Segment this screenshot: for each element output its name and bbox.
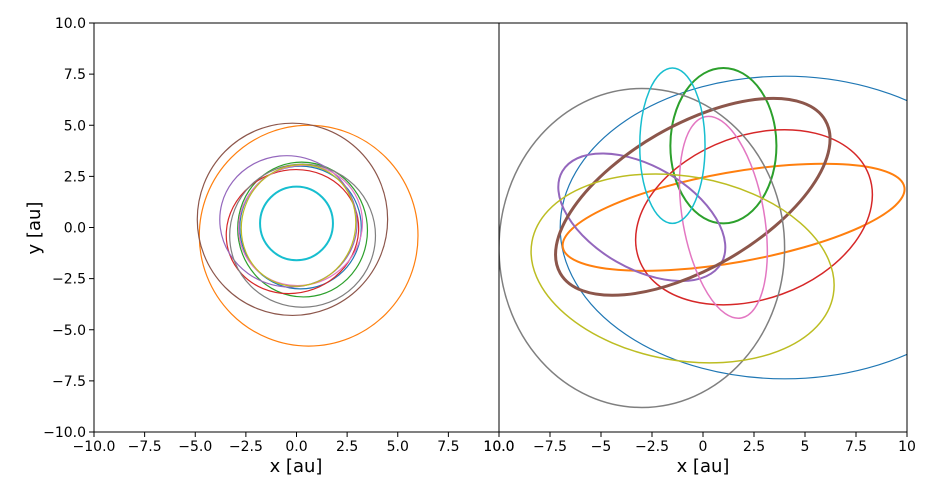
left-x-tick-label: 7.5 — [437, 439, 459, 455]
left-y-tick-label: −2.5 — [52, 272, 86, 288]
left-x-tick-label: −2.5 — [229, 439, 263, 455]
left-y-ticks: −10.0 −7.5 −5.0 −2.5 0.0 2.5 5.0 7.5 10.0 — [43, 16, 94, 441]
right-plot-area: 10.0 −7.5 −5 −2.5 0 2.5 5 7.5 10 x [au] — [483, 22, 916, 477]
left-plot-area: −10.0 −7.5 −5.0 −2.5 0.0 2.5 5.0 7.5 10.0 −10.0−… — [24, 16, 515, 477]
right-x-tick-label: −5 — [591, 439, 612, 455]
right-x-axis-label: x [au] — [677, 456, 730, 477]
left-y-tick-label: 5.0 — [64, 118, 86, 134]
right-orbit-8 — [499, 87, 786, 409]
right-orbit-10 — [639, 67, 706, 225]
right-x-tick-label: 2.5 — [743, 439, 765, 455]
left-y-tick-label: −10.0 — [43, 425, 86, 441]
right-x-tick-label: −2.5 — [635, 439, 669, 455]
left-x-tick-label: 5.0 — [387, 439, 409, 455]
right-orbit-6 — [554, 96, 832, 297]
right-orbit-9 — [530, 173, 835, 364]
left-orbit-10 — [259, 185, 334, 262]
right-x-tick-label: 5 — [801, 439, 810, 455]
left-y-tick-label: −7.5 — [52, 374, 86, 390]
left-y-tick-label: 10.0 — [55, 16, 86, 32]
right-orbit-7 — [678, 115, 769, 319]
left-orbit-1 — [239, 165, 362, 290]
left-orbit-5 — [219, 155, 358, 288]
left-orbits — [196, 122, 419, 347]
left-x-axis-label: x [au] — [270, 456, 323, 477]
left-orbit-9 — [240, 164, 357, 287]
y-axis-label: y [au] — [24, 202, 45, 255]
left-orbit-2 — [198, 124, 419, 347]
left-y-tick-label: 0.0 — [64, 221, 86, 237]
right-orbit-1 — [559, 75, 907, 380]
left-x-tick-label: −7.5 — [128, 439, 162, 455]
left-y-tick-label: 7.5 — [64, 67, 86, 83]
right-x-ticks: 10.0 −7.5 −5 −2.5 0 2.5 5 7.5 10 — [483, 432, 916, 455]
left-y-tick-label: 2.5 — [64, 169, 86, 185]
right-x-tick-label: 10 — [898, 439, 916, 455]
left-x-ticks: −10.0 −7.5 −5.0 −2.5 0.0 2.5 5.0 7.5 10.0 — [73, 432, 515, 455]
right-orbit-4 — [634, 128, 874, 306]
left-y-tick-label: −5.0 — [52, 323, 86, 339]
right-x-tick-label: 0 — [699, 439, 708, 455]
left-orbit-3 — [237, 161, 369, 298]
left-x-tick-label: 2.5 — [336, 439, 358, 455]
left-x-tick-label: −5.0 — [178, 439, 212, 455]
left-x-tick-label: 0.0 — [285, 439, 307, 455]
left-x-tick-label: 10.0 — [483, 439, 514, 455]
right-x-tick-label: −7.5 — [533, 439, 567, 455]
right-x-tick-label: 7.5 — [845, 439, 867, 455]
right-orbit-3 — [669, 66, 778, 225]
right-x-tick-label: 10.0 — [483, 439, 514, 455]
left-x-tick-label: −10.0 — [73, 439, 116, 455]
right-orbits — [499, 66, 907, 409]
left-axes-frame — [93, 22, 500, 433]
left-orbit-6 — [196, 122, 389, 317]
right-orbit-2 — [561, 162, 906, 272]
